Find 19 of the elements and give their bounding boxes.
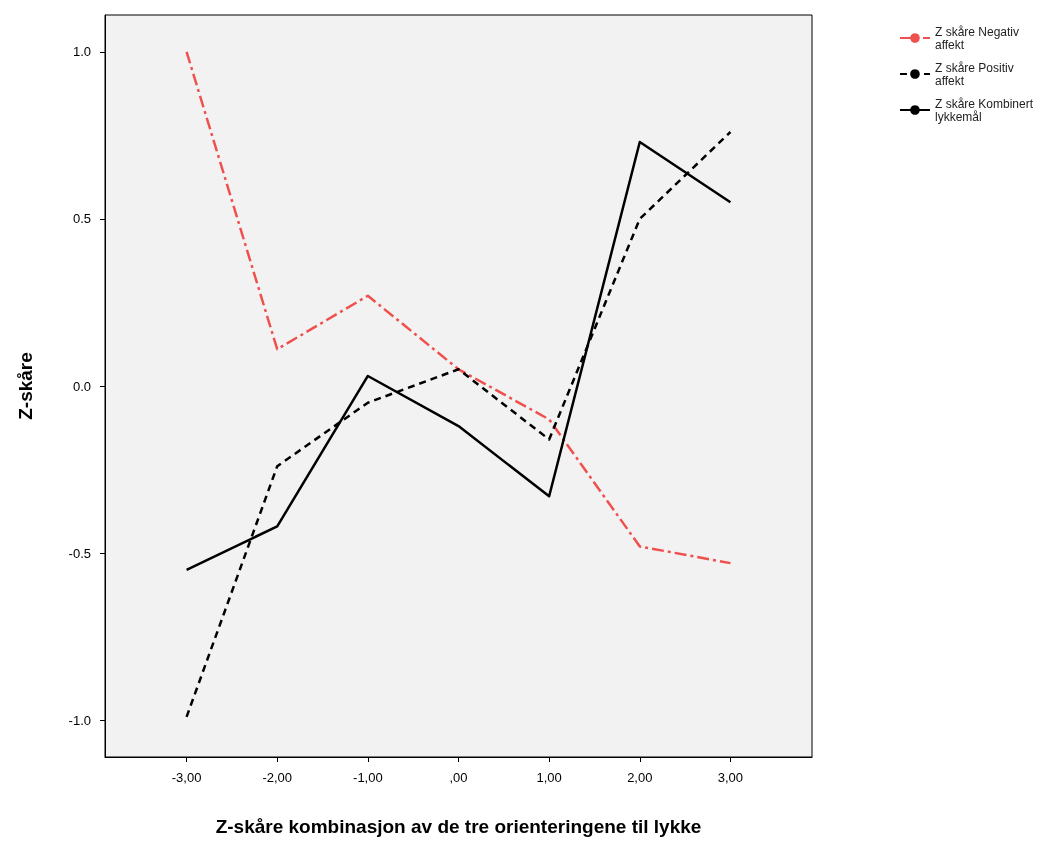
x-tick-label: 2,00 — [627, 770, 653, 785]
x-tick-label: 3,00 — [717, 770, 744, 785]
y-tick-label: 0.0 — [72, 378, 91, 394]
legend-label: Z skåre Kombinert lykkemål — [934, 96, 1034, 124]
legend-label: Z skåre Negativ affekt — [934, 24, 1019, 52]
y-tick-label: -0.5 — [68, 545, 91, 561]
x-tick-label: -3,00 — [171, 770, 202, 785]
line-series — [185, 130, 732, 719]
y-tick-label: -1.0 — [68, 712, 91, 728]
x-tick-label: 1,00 — [536, 770, 562, 785]
y-axis-title: Z-skåre — [15, 352, 36, 420]
x-tick-label: -1,00 — [353, 770, 383, 785]
line-series — [185, 50, 732, 565]
legend-label: Z skåre Positiv affekt — [934, 60, 1014, 88]
x-tick-label: -2,00 — [262, 770, 293, 785]
y-tick-label: 0.5 — [72, 211, 91, 227]
y-tick-label: 1.0 — [72, 44, 91, 60]
x-tick-label: ,00 — [449, 770, 468, 785]
x-axis-title: Z-skåre kombinasjon av de tre orienteringene til lykke — [215, 816, 702, 837]
